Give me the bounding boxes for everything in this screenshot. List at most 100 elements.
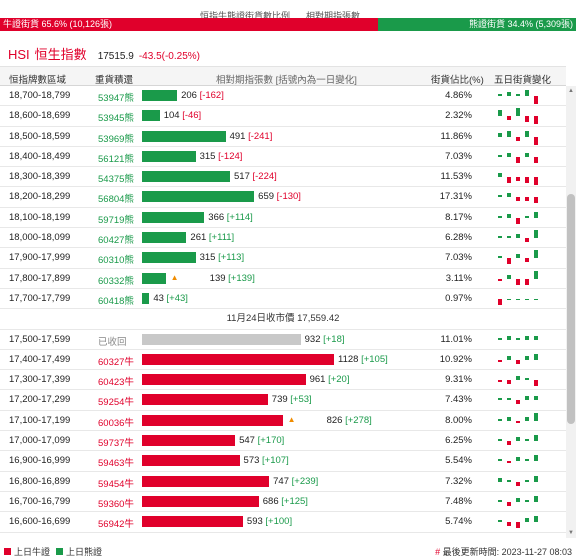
cbbc-code-link[interactable]: 60332熊 [98,275,134,287]
scroll-thumb[interactable] [567,194,575,424]
cbbc-code-link[interactable]: 56804熊 [98,194,134,206]
sparkline-bar [507,298,511,300]
share-percent: 5.54% [445,455,472,467]
table-row[interactable]: 18,200-18,299 56804熊 659 [-130] 17.31% [0,187,566,208]
table-row[interactable]: 16,900-16,999 59463牛 573 [+107] 5.54% [0,451,566,472]
futures-value: 573 [243,455,263,467]
index-price: 17515.9 [97,51,134,62]
index-code[interactable]: HSI [8,47,30,62]
sparkline-bar [525,215,529,218]
table-row[interactable]: 18,500-18,599 53969熊 491 [-241] 11.86% [0,127,566,147]
sparkline-bar [525,116,529,123]
table-row[interactable]: ▲ 17,800-17,899 60332熊 139 [+139] 3.11% [0,269,566,289]
cbbc-code-link[interactable]: 60427熊 [98,235,134,247]
cbbc-code-link[interactable]: 53969熊 [98,133,134,145]
cbbc-code-link[interactable]: 59454牛 [98,478,134,490]
cbbc-code-link[interactable]: 56121熊 [98,153,134,165]
futures-value: 1128 [338,353,362,365]
scroll-down-arrow-icon[interactable]: ▼ [568,530,574,536]
table-row[interactable]: 17,500-17,599 已收回 932 [+18] 11.01% [0,330,566,350]
strike-range: 18,600-18,699 [9,110,71,122]
futures-delta: [+18] [323,333,345,345]
share-percent: 6.28% [445,232,472,244]
cbbc-code-link[interactable]: 54375熊 [98,174,134,186]
futures-value: 43 [153,292,167,304]
cbbc-code-link[interactable]: 59719熊 [98,214,134,226]
five-day-sparkline [498,211,538,224]
cbbc-code-link[interactable]: 60036牛 [98,417,134,429]
five-day-sparkline [498,455,538,464]
futures-delta: [+105] [361,353,388,365]
sparkline-bar [525,518,529,523]
cbbc-code-link[interactable]: 59360牛 [98,498,134,510]
sparkline-bar [507,461,511,464]
sparkline-bar [507,152,511,157]
futures-bar [142,414,283,426]
sparkline-bar [534,96,538,104]
sparkline-bar [525,278,529,285]
sparkline-bar [534,270,538,279]
cbbc-code-link[interactable]: 60310熊 [98,255,134,267]
table-header: 恒指牌數區域 重貨積還 相對期指張數 [括號內為一日變化] 街貨佔比(%) 五日… [0,66,566,86]
sparkline-bar [516,400,520,405]
table-row[interactable]: 16,600-16,699 56942牛 593 [+100] 5.74% [0,512,566,533]
futures-value: 315 [199,252,219,264]
cbbc-code-link[interactable]: 59254牛 [98,397,134,409]
sparkline-bar [534,516,538,523]
futures-delta: [-46] [182,110,202,122]
table-row[interactable]: 18,300-18,399 54375熊 517 [-224] 11.53% [0,167,566,188]
sparkline-bar [498,236,502,239]
sparkline-bar [507,335,511,340]
share-percent: 17.31% [439,191,472,203]
cbbc-code-link[interactable]: 60418熊 [98,295,134,307]
cbbc-code-link: 已收回 [98,336,127,348]
table-row[interactable]: 17,200-17,299 59254牛 739 [+53] 7.43% [0,390,566,411]
table-row[interactable]: 18,400-18,499 56121熊 315 [-124] 7.03% [0,147,566,168]
cbbc-code-link[interactable]: 59737牛 [98,438,134,450]
cbbc-table: 18,700-18,799 53947熊 206 [-162] 4.86% 18,600… [0,86,566,533]
cbbc-code-link[interactable]: 60423牛 [98,377,134,389]
sparkline-bar [525,130,529,137]
table-row[interactable]: 17,000-17,099 59737牛 547 [+170] 6.25% [0,431,566,452]
table-row[interactable]: 17,400-17,499 60327牛 1128 [+105] 10.92% [0,350,566,371]
table-row[interactable]: 18,700-18,799 53947熊 206 [-162] 4.86% [0,86,566,107]
table-row[interactable]: 17,300-17,399 60423牛 961 [+20] 9.31% [0,370,566,391]
scroll-up-arrow-icon[interactable]: ▲ [568,88,574,94]
sparkline-bar [516,376,520,381]
futures-delta: [+139] [228,272,255,284]
cbbc-code-link[interactable]: 56942牛 [98,519,134,531]
sparkline-bar [507,416,511,421]
header-count: 重貨積還 [95,75,134,86]
share-percent: 7.32% [445,475,472,487]
futures-value-label: 1128 [+105] [338,354,388,365]
table-row[interactable]: ▲ 17,100-17,199 60036牛 826 [+278] 8.00% [0,411,566,432]
cbbc-code-link[interactable]: 53947熊 [98,93,134,104]
cbbc-code-link[interactable]: 53945熊 [98,113,134,125]
futures-value-label: 261 [+111] [190,232,234,243]
share-percent: 11.53% [440,171,472,183]
bear-legend-swatch-icon [56,548,63,555]
futures-delta: [-130] [276,191,301,203]
table-row[interactable]: 16,700-16,799 59360牛 686 [+125] 7.48% [0,492,566,513]
scrollbar[interactable]: ▲ ▼ [566,86,576,538]
five-day-sparkline [498,495,538,506]
table-row[interactable]: 17,700-17,799 60418熊 43 [+43] 0.97% [0,289,566,310]
bear-legend-label: 上日熊證 [66,547,103,557]
bull-legend: 上日牛證 [4,545,50,558]
strike-range: 17,700-17,799 [9,292,71,304]
table-row[interactable]: 17,900-17,999 60310熊 315 [+113] 7.03% [0,248,566,269]
five-day-sparkline [498,90,538,104]
sparkline-bar [507,441,511,446]
futures-value-label: 491 [-241] [230,131,273,142]
sparkline-bar [516,108,520,117]
cbbc-code-link[interactable]: 59463牛 [98,458,134,470]
index-name[interactable]: 恒生指數 [34,47,87,62]
table-row[interactable]: 16,800-16,899 59454牛 747 [+239] 7.32% [0,472,566,492]
table-row[interactable]: 18,600-18,699 53945熊 104 [-46] 2.32% [0,106,566,127]
table-row[interactable]: 18,100-18,199 59719熊 366 [+114] 8.17% [0,208,566,229]
five-day-sparkline [498,435,538,446]
table-row[interactable]: 18,000-18,099 60427熊 261 [+111] 6.28% [0,228,566,249]
cbbc-code-link[interactable]: 60327牛 [98,356,134,368]
strike-range: 16,700-16,799 [9,495,71,507]
futures-bar [142,475,270,487]
